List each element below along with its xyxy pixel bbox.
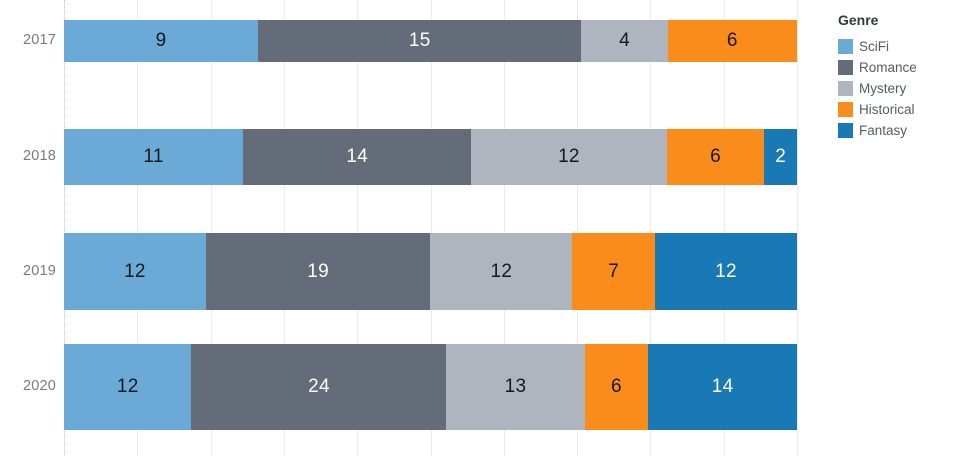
bar-segment-romance[interactable]: 24	[191, 343, 447, 431]
bar-row: 12 19 12 7 12	[64, 232, 797, 311]
segment-value-label: 6	[610, 376, 622, 397]
legend-item-historical[interactable]: Historical	[838, 99, 956, 120]
bar-segment-scifi[interactable]: 12	[64, 232, 206, 311]
year-axis-label: 2020	[22, 378, 56, 394]
bar-segment-historical[interactable]: 6	[584, 343, 649, 431]
gridline	[283, 0, 285, 456]
legend-item-fantasy[interactable]: Fantasy	[838, 120, 956, 141]
segment-value-label: 12	[490, 260, 513, 282]
segment-value-label: 6	[710, 146, 721, 167]
year-axis-label: 2018	[22, 148, 56, 164]
segment-value-label: 9	[155, 30, 167, 51]
legend-title: Genre	[838, 12, 879, 28]
bar-segment-historical[interactable]: 7	[572, 232, 656, 311]
bar-row: 12 24 13 6 14	[64, 343, 797, 431]
year-axis-label: 2017	[22, 32, 56, 48]
gridline	[650, 0, 652, 456]
legend-swatch-icon	[838, 81, 853, 96]
bar-segment-romance[interactable]: 14	[243, 128, 472, 186]
gridline	[577, 0, 579, 456]
legend-item-label: SciFi	[859, 39, 889, 54]
y-axis-line	[64, 0, 65, 456]
segment-value-label: 12	[116, 376, 139, 397]
legend: Genre SciFi Romance Mystery Historical Fanta…	[838, 12, 956, 141]
segment-value-label: 15	[408, 30, 431, 51]
bar-row: 9 15 4 6	[64, 19, 797, 63]
gridline	[723, 0, 725, 456]
bar-segment-mystery[interactable]: 12	[430, 232, 573, 311]
segment-value-label: 6	[726, 30, 738, 51]
gridline	[797, 0, 798, 456]
year-axis-label: 2019	[22, 262, 56, 279]
gridline	[430, 0, 432, 456]
bar-segment-mystery[interactable]: 12	[471, 128, 667, 186]
segment-value-label: 11	[143, 146, 164, 167]
segment-value-label: 4	[619, 30, 630, 51]
legend-item-label: Romance	[859, 60, 917, 75]
legend-item-mystery[interactable]: Mystery	[838, 78, 956, 99]
legend-item-scifi[interactable]: SciFi	[838, 36, 956, 57]
bar-segment-mystery[interactable]: 4	[581, 19, 668, 63]
segment-value-label: 19	[307, 260, 330, 282]
bar-segment-fantasy[interactable]: 12	[655, 232, 797, 311]
legend-swatch-icon	[838, 123, 853, 138]
bar-segment-scifi[interactable]: 9	[64, 19, 259, 63]
segment-value-label: 14	[346, 146, 369, 167]
legend-swatch-icon	[838, 102, 853, 117]
bar-segment-historical[interactable]: 6	[666, 128, 765, 186]
gridline	[210, 0, 212, 456]
bar-segment-fantasy[interactable]: 2	[764, 128, 797, 186]
legend-swatch-icon	[838, 60, 853, 75]
bar-segment-romance[interactable]: 15	[258, 19, 582, 63]
segment-value-label: 12	[715, 260, 737, 282]
bar-row: 11 14 12 6 2	[64, 128, 797, 186]
segment-value-label: 12	[558, 146, 580, 167]
bar-segment-fantasy[interactable]: 14	[648, 343, 797, 431]
bar-segment-romance[interactable]: 19	[205, 232, 431, 311]
segment-value-label: 13	[504, 376, 527, 397]
segment-value-label: 2	[775, 146, 787, 167]
bar-segment-mystery[interactable]: 13	[446, 343, 585, 431]
bar-segment-scifi[interactable]: 12	[64, 343, 192, 431]
legend-item-label: Historical	[859, 102, 915, 117]
segment-value-label: 7	[608, 260, 620, 282]
legend-item-label: Mystery	[859, 81, 907, 96]
legend-item-romance[interactable]: Romance	[838, 57, 956, 78]
segment-value-label: 12	[124, 260, 146, 282]
bar-segment-historical[interactable]: 6	[667, 19, 797, 63]
gridline	[503, 0, 505, 456]
gridline	[357, 0, 359, 456]
plot-area: 2017 9 15 4 6 2018 11 14 12 6 2 2019 12 19 12 7 12 2020 12…	[22, 0, 798, 456]
gridline	[137, 0, 139, 456]
legend-swatch-icon	[838, 39, 853, 54]
segment-value-label: 24	[308, 376, 330, 397]
bar-segment-scifi[interactable]: 11	[64, 128, 244, 186]
segment-value-label: 14	[711, 376, 734, 397]
legend-item-label: Fantasy	[859, 123, 908, 138]
